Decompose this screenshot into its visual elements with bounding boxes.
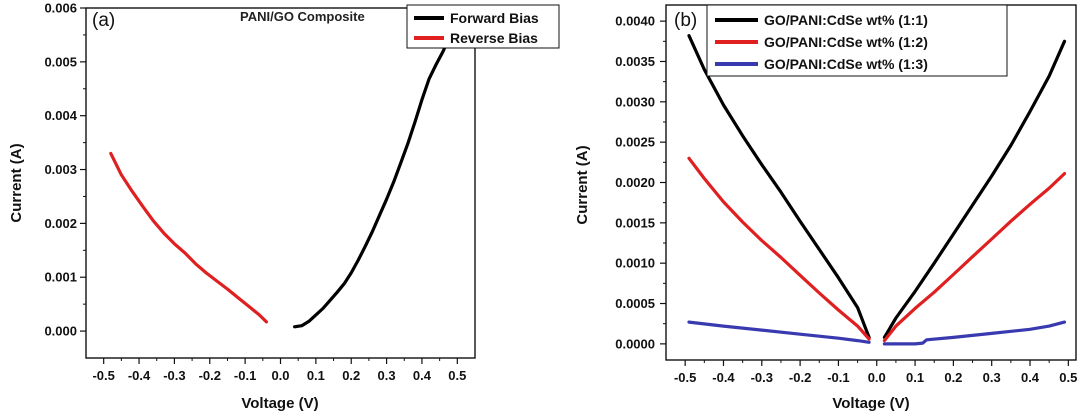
panel-b-y-tick-label: 0.0030 <box>615 94 655 109</box>
panel-a-x-tick-label: -0.4 <box>128 368 151 383</box>
panel-a-x-tick-label: 0.1 <box>307 368 325 383</box>
panel-b-y-ticks: 0.0000 0.0005 0.0010 0.0015 0.0020 0.0025 0.00… <box>615 14 666 351</box>
panel-a-legend-box <box>406 4 560 49</box>
panel-b-label: (b) <box>674 10 697 31</box>
panel-a-y-tick-label: 0.002 <box>44 216 77 231</box>
panel-a-title: PANI/GO Composite <box>240 9 365 24</box>
panel-a-y-tick-label: 0.003 <box>44 162 77 177</box>
panel-b-x-tick-label: -0.3 <box>751 370 773 385</box>
panel-b-x-tick-label: 0.0 <box>868 370 886 385</box>
panel-b-y-tick-label: 0.0035 <box>615 54 655 69</box>
panel-b-series-line-3 <box>687 320 1067 346</box>
panel-b-x-tick-label: -0.4 <box>712 370 735 385</box>
panel-b-y-tick-label: 0.0010 <box>615 256 655 271</box>
panel-a-y-tick-label: 0.000 <box>44 324 77 339</box>
panel-a-legend: Forward Bias Reverse Bias <box>406 4 560 49</box>
panel-b-x-tick-label: 0.3 <box>983 370 1001 385</box>
panel-b-x-axis-label: Voltage (V) <box>832 395 909 412</box>
panel-a-x-tick-label: -0.3 <box>163 368 185 383</box>
panel-a-y-tick-label: 0.005 <box>44 54 77 69</box>
panel-b: -0.5 -0.4 -0.3 -0.2 -0.1 0.0 0.1 0.2 0.3 0.4 0.5 0… <box>574 4 1077 412</box>
panel-b-x-tick-label: -0.2 <box>789 370 811 385</box>
panel-b-legend: GO/PANI:CdSe wt% (1:1) GO/PANI:CdSe wt% … <box>706 4 1008 77</box>
panel-a-y-tick-label: 0.006 <box>44 1 77 16</box>
legend-label-forward-bias: Forward Bias <box>450 10 539 26</box>
panel-a-x-tick-label: -0.1 <box>234 368 256 383</box>
panel-a-y-tick-label: 0.004 <box>44 108 77 123</box>
panel-b-x-tick-label: -0.1 <box>827 370 849 385</box>
panel-a-series-line-1 <box>293 33 452 329</box>
panel-a-x-tick-label: 0.0 <box>271 368 289 383</box>
panel-a-x-tick-label: -0.5 <box>92 368 114 383</box>
panel-a-x-tick-label: 0.5 <box>448 368 466 383</box>
panel-a-x-axis-label: Voltage (V) <box>241 395 318 412</box>
panel-b-y-tick-label: 0.0000 <box>615 336 655 351</box>
panel-b-y-axis-label: Current (A) <box>574 145 591 224</box>
panel-a-x-ticks: -0.5 -0.4 -0.3 -0.2 -0.1 0.0 0.1 0.2 0.3 0.4 0.5 <box>92 358 466 383</box>
panel-b-y-tick-label: 0.0020 <box>615 175 655 190</box>
panel-a-x-tick-label: 0.3 <box>378 368 396 383</box>
panel-b-y-tick-label: 0.0025 <box>615 135 655 150</box>
panel-a-plot-frame <box>85 7 476 359</box>
panel-a-x-tick-label: 0.4 <box>413 368 432 383</box>
panel-a-x-tick-label: 0.2 <box>342 368 360 383</box>
legend-label-1-1: GO/PANI:CdSe wt% (1:1) <box>764 12 928 28</box>
legend-label-1-3: GO/PANI:CdSe wt% (1:3) <box>764 56 928 72</box>
panel-b-series <box>687 34 1067 346</box>
legend-label-1-2: GO/PANI:CdSe wt% (1:2) <box>764 34 928 50</box>
panel-a-series-line-2 <box>109 151 268 324</box>
panel-b-y-tick-label: 0.0040 <box>615 14 655 29</box>
panel-a-label: (a) <box>92 10 115 31</box>
panel-b-x-tick-label: 0.4 <box>1021 370 1040 385</box>
panel-a-y-axis-label: Current (A) <box>8 143 25 222</box>
panel-b-y-tick-label: 0.0015 <box>615 215 655 230</box>
panel-b-x-tick-label: 0.2 <box>944 370 962 385</box>
legend-label-reverse-bias: Reverse Bias <box>450 30 538 46</box>
panel-b-series-line-1 <box>687 34 1067 339</box>
panel-a: -0.5 -0.4 -0.3 -0.2 -0.1 0.0 0.1 0.2 0.3 0.4 0.5 0… <box>8 1 560 412</box>
panel-a-x-tick-label: -0.2 <box>199 368 221 383</box>
panel-a-series <box>109 33 452 329</box>
panel-b-series-line-2 <box>687 156 1067 343</box>
panel-a-y-ticks: 0.000 0.001 0.002 0.003 0.004 0.005 0.006 <box>44 1 86 339</box>
panel-b-x-ticks: -0.5 -0.4 -0.3 -0.2 -0.1 0.0 0.1 0.2 0.3 0.4 0.5 <box>674 360 1077 385</box>
panel-b-x-tick-label: 0.5 <box>1059 370 1077 385</box>
panel-b-x-tick-label: 0.1 <box>906 370 924 385</box>
panel-a-y-tick-label: 0.001 <box>44 270 77 285</box>
panel-b-y-tick-label: 0.0005 <box>615 296 655 311</box>
panel-b-x-tick-label: -0.5 <box>674 370 696 385</box>
